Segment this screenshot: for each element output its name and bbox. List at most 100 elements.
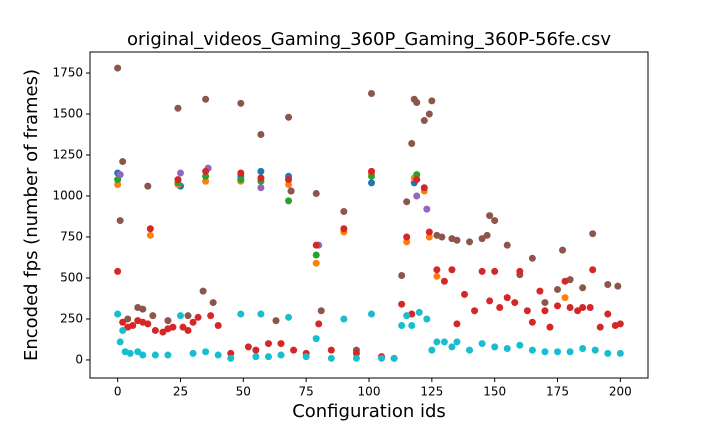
point <box>491 267 499 275</box>
point <box>287 187 295 195</box>
y-tick-label: 1250 <box>52 147 83 161</box>
point <box>312 251 320 259</box>
point <box>164 351 172 359</box>
point <box>425 233 433 241</box>
point <box>129 322 137 330</box>
point <box>144 182 152 190</box>
x-tick-label: 75 <box>299 385 314 399</box>
point <box>586 303 594 311</box>
point <box>423 315 431 323</box>
point <box>257 310 265 318</box>
point <box>302 353 310 361</box>
point <box>503 294 511 302</box>
point <box>272 317 280 325</box>
x-tick-label: 0 <box>114 385 122 399</box>
y-tick-label: 1750 <box>52 65 83 79</box>
point <box>202 95 210 103</box>
point <box>616 349 624 357</box>
point <box>589 230 597 238</box>
point <box>546 323 554 331</box>
point <box>528 318 536 326</box>
x-axis-label: Configuration ids <box>292 401 446 422</box>
point <box>174 176 182 184</box>
point <box>214 351 222 359</box>
point <box>561 277 569 285</box>
point <box>174 104 182 112</box>
point <box>440 277 448 285</box>
point <box>491 217 499 225</box>
point <box>312 241 320 249</box>
x-tick-label: 25 <box>173 385 188 399</box>
point <box>541 299 549 307</box>
chart-title: original_videos_Gaming_360P_Gaming_360P-… <box>127 29 611 50</box>
point <box>566 303 574 311</box>
point <box>176 312 184 320</box>
point <box>327 354 335 362</box>
point <box>420 117 428 125</box>
point <box>453 320 461 328</box>
point <box>486 297 494 305</box>
point <box>257 174 265 182</box>
point <box>237 99 245 107</box>
point <box>453 236 461 244</box>
point <box>448 266 456 274</box>
point <box>159 328 167 336</box>
point <box>483 231 491 239</box>
point <box>589 266 597 274</box>
point <box>616 320 624 328</box>
point <box>352 354 360 362</box>
point <box>368 167 376 175</box>
point <box>420 184 428 192</box>
point <box>139 351 147 359</box>
point <box>516 267 524 275</box>
point <box>478 267 486 275</box>
point <box>554 348 562 356</box>
point <box>202 172 210 180</box>
point <box>179 323 187 331</box>
point <box>184 312 192 320</box>
point <box>523 307 531 315</box>
y-tick-label: 1500 <box>52 106 83 120</box>
point <box>227 354 235 362</box>
point <box>199 287 207 295</box>
point <box>579 284 587 292</box>
point <box>116 338 124 346</box>
point <box>496 303 504 311</box>
point <box>503 241 511 249</box>
point <box>433 272 441 280</box>
point <box>561 294 569 302</box>
point <box>189 349 197 357</box>
point <box>257 130 265 138</box>
point <box>114 180 122 188</box>
point <box>425 228 433 236</box>
point <box>403 198 411 206</box>
x-tick-label: 50 <box>236 385 251 399</box>
y-tick-label: 500 <box>60 270 83 284</box>
point <box>368 179 376 187</box>
point <box>591 346 599 354</box>
y-tick-label: 250 <box>60 311 83 325</box>
point <box>169 323 177 331</box>
point <box>425 110 433 118</box>
point <box>614 282 622 290</box>
point <box>368 310 376 318</box>
point <box>252 353 260 361</box>
x-tick-label: 150 <box>483 385 506 399</box>
point <box>403 233 411 241</box>
point <box>554 285 562 293</box>
point <box>368 172 376 180</box>
point <box>516 341 524 349</box>
y-tick-label: 1000 <box>52 188 83 202</box>
point <box>207 312 215 320</box>
point <box>237 176 245 184</box>
point <box>471 307 479 315</box>
point <box>312 190 320 198</box>
point <box>478 235 486 243</box>
point <box>536 287 544 295</box>
point <box>453 338 461 346</box>
point <box>478 340 486 348</box>
point <box>257 184 265 192</box>
point <box>257 167 265 175</box>
point <box>448 343 456 351</box>
point <box>340 225 348 233</box>
